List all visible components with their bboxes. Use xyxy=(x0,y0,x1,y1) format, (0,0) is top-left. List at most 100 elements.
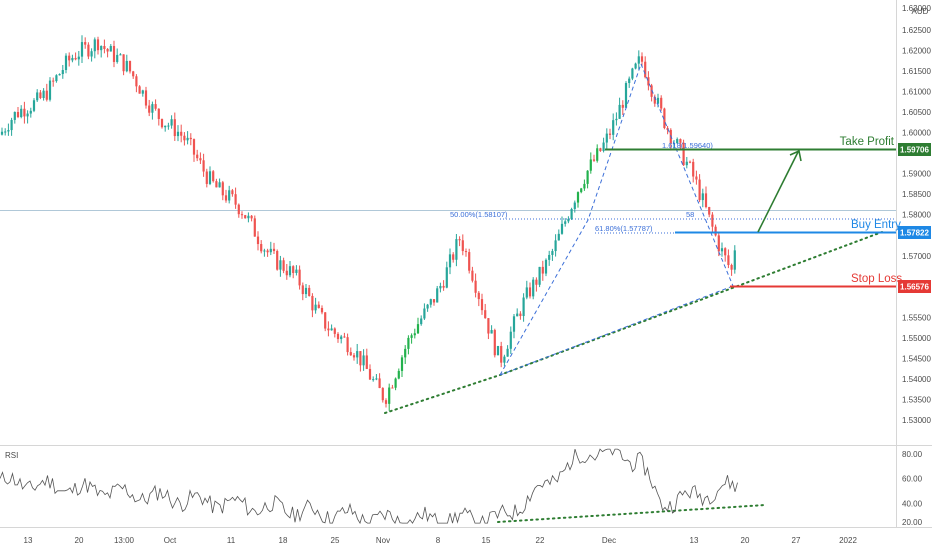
time-axis[interactable]: 13 20 13:00 Oct 11 18 25 Nov 8 15 22 Dec 13 20 27 2022 xyxy=(24,536,858,545)
price-tick-label: 1.55000 xyxy=(902,334,931,343)
rsi-tick-label: 20.00 xyxy=(902,518,923,527)
candle-body xyxy=(260,244,263,252)
candle-body xyxy=(20,108,23,118)
candle-body xyxy=(189,137,192,140)
candle-body xyxy=(61,70,64,75)
candle-body xyxy=(135,76,138,87)
price-tick-label: 1.57000 xyxy=(902,252,931,261)
candle-body xyxy=(570,208,573,219)
candle-body xyxy=(311,295,314,311)
candle-body xyxy=(388,387,391,404)
candle-body xyxy=(4,131,7,133)
candle-body xyxy=(144,90,148,106)
harmonic-xabcd-lines[interactable] xyxy=(499,62,734,376)
price-tick-label: 1.62500 xyxy=(902,26,931,35)
candle-body xyxy=(628,78,631,84)
candle-body xyxy=(84,42,87,45)
candle-body xyxy=(320,307,324,313)
candle-body xyxy=(29,110,32,114)
candle-body xyxy=(96,39,100,51)
candle-body xyxy=(247,215,250,219)
candle-body xyxy=(58,74,61,76)
rsi-line xyxy=(0,448,738,525)
candle-body xyxy=(128,60,132,72)
price-tick-label: 1.55500 xyxy=(902,313,931,322)
candle-body xyxy=(455,239,458,260)
candle-body xyxy=(330,328,333,331)
candle-body xyxy=(458,239,461,241)
time-tick-label: 18 xyxy=(279,536,288,545)
candle-body xyxy=(157,108,160,120)
candle-body xyxy=(679,139,682,143)
candle-body xyxy=(573,202,576,209)
candle-body xyxy=(621,104,624,108)
projection-arrow-line xyxy=(757,151,799,233)
candle-body xyxy=(199,158,202,161)
candle-body xyxy=(692,161,695,177)
fib-618-label: 61.80%(1.57787) xyxy=(595,224,653,233)
candle-body xyxy=(141,90,144,94)
candle-body xyxy=(631,68,634,79)
candle-body xyxy=(474,280,477,293)
candle-body xyxy=(205,171,208,184)
candle-body xyxy=(173,119,176,137)
rsi-pane[interactable]: RSI xyxy=(0,448,766,525)
candle-body xyxy=(397,370,400,379)
time-tick-label: Oct xyxy=(164,536,177,545)
candle-body xyxy=(154,104,157,109)
candle-body xyxy=(176,131,180,137)
candle-body xyxy=(103,46,106,49)
time-tick-label: 13 xyxy=(690,536,699,545)
candle-body xyxy=(279,260,282,270)
candle-body xyxy=(506,348,509,357)
candle-body xyxy=(663,108,666,128)
time-tick-label: 2022 xyxy=(839,536,857,545)
candle-body xyxy=(676,139,679,143)
price-tick-top: 1.63000 xyxy=(902,4,931,13)
candle-body xyxy=(93,39,96,52)
candle-body xyxy=(624,83,628,108)
rsi-axis[interactable]: 80.00 60.00 40.00 20.00 xyxy=(902,450,923,527)
candle-body xyxy=(186,137,189,141)
candle-body xyxy=(282,260,285,271)
price-tick-label: 1.60000 xyxy=(902,129,931,138)
candle-body xyxy=(109,46,112,52)
time-tick-label: 20 xyxy=(75,536,84,545)
time-tick-label: 8 xyxy=(436,536,441,545)
candle-body xyxy=(138,86,141,94)
candle-body xyxy=(359,351,362,366)
candle-body xyxy=(346,337,349,353)
candle-body xyxy=(493,330,496,356)
candle-body xyxy=(448,254,452,268)
candles[interactable] xyxy=(0,35,736,411)
price-axis[interactable]: 1.63000 AUD 1.62500 1.62000 1.61500 1.61000… xyxy=(902,4,931,425)
candle-body xyxy=(644,61,647,78)
candle-body xyxy=(704,193,708,208)
candle-body xyxy=(720,248,724,252)
candle-body xyxy=(269,248,272,253)
take-profit-price-tag xyxy=(898,143,931,156)
candle-body xyxy=(544,259,548,274)
rsi-trendline[interactable] xyxy=(497,504,766,523)
candle-body xyxy=(589,159,592,171)
candle-body xyxy=(52,80,55,82)
candle-body xyxy=(202,160,205,172)
candle-body xyxy=(16,111,20,118)
candle-body xyxy=(525,287,528,298)
price-tick-label: 1.61000 xyxy=(902,88,931,97)
stop-loss-price: 1.56576 xyxy=(900,283,929,292)
trendlines[interactable] xyxy=(384,231,883,414)
candle-body xyxy=(567,218,570,222)
candle-body xyxy=(500,346,503,363)
candle-body xyxy=(541,266,544,274)
candle-body xyxy=(327,328,330,331)
candle-body xyxy=(362,355,365,366)
trade-levels[interactable]: Take Profit 1.59706 Buy Entry 1.57822 St… xyxy=(605,136,931,293)
support-trendline[interactable] xyxy=(384,231,883,414)
candle-body xyxy=(522,297,525,317)
candle-body xyxy=(640,56,644,62)
rsi-tick-label: 60.00 xyxy=(902,475,923,484)
